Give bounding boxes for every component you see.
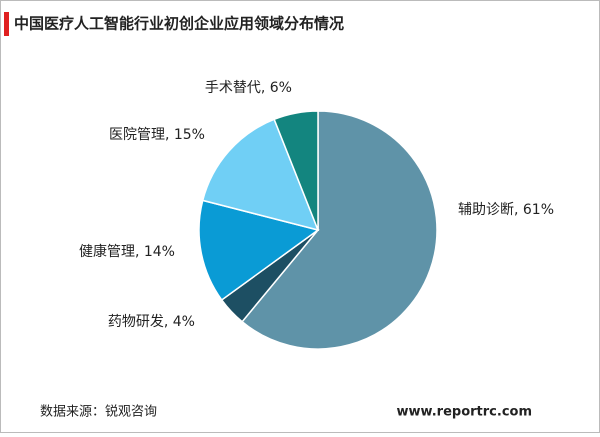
data-label: 手术替代, 6% (205, 80, 292, 96)
website: www.reportrc.com (397, 405, 532, 420)
pie-slice (273, 110, 319, 231)
data-label: 辅助诊断, 61% (458, 202, 554, 218)
data-label: 药物研发, 4% (108, 314, 195, 330)
data-label: 健康管理, 14% (79, 243, 175, 260)
chart-title: 中国医疗人工智能行业初创企业应用领域分布情况 (14, 15, 344, 33)
pie-slice (198, 199, 320, 301)
pie-slice (201, 118, 320, 232)
data-label: 医院管理, 15% (109, 127, 205, 143)
pie-slice (241, 110, 438, 350)
title-accent (4, 12, 9, 36)
source: 数据来源：锐观咨询 (40, 405, 157, 420)
